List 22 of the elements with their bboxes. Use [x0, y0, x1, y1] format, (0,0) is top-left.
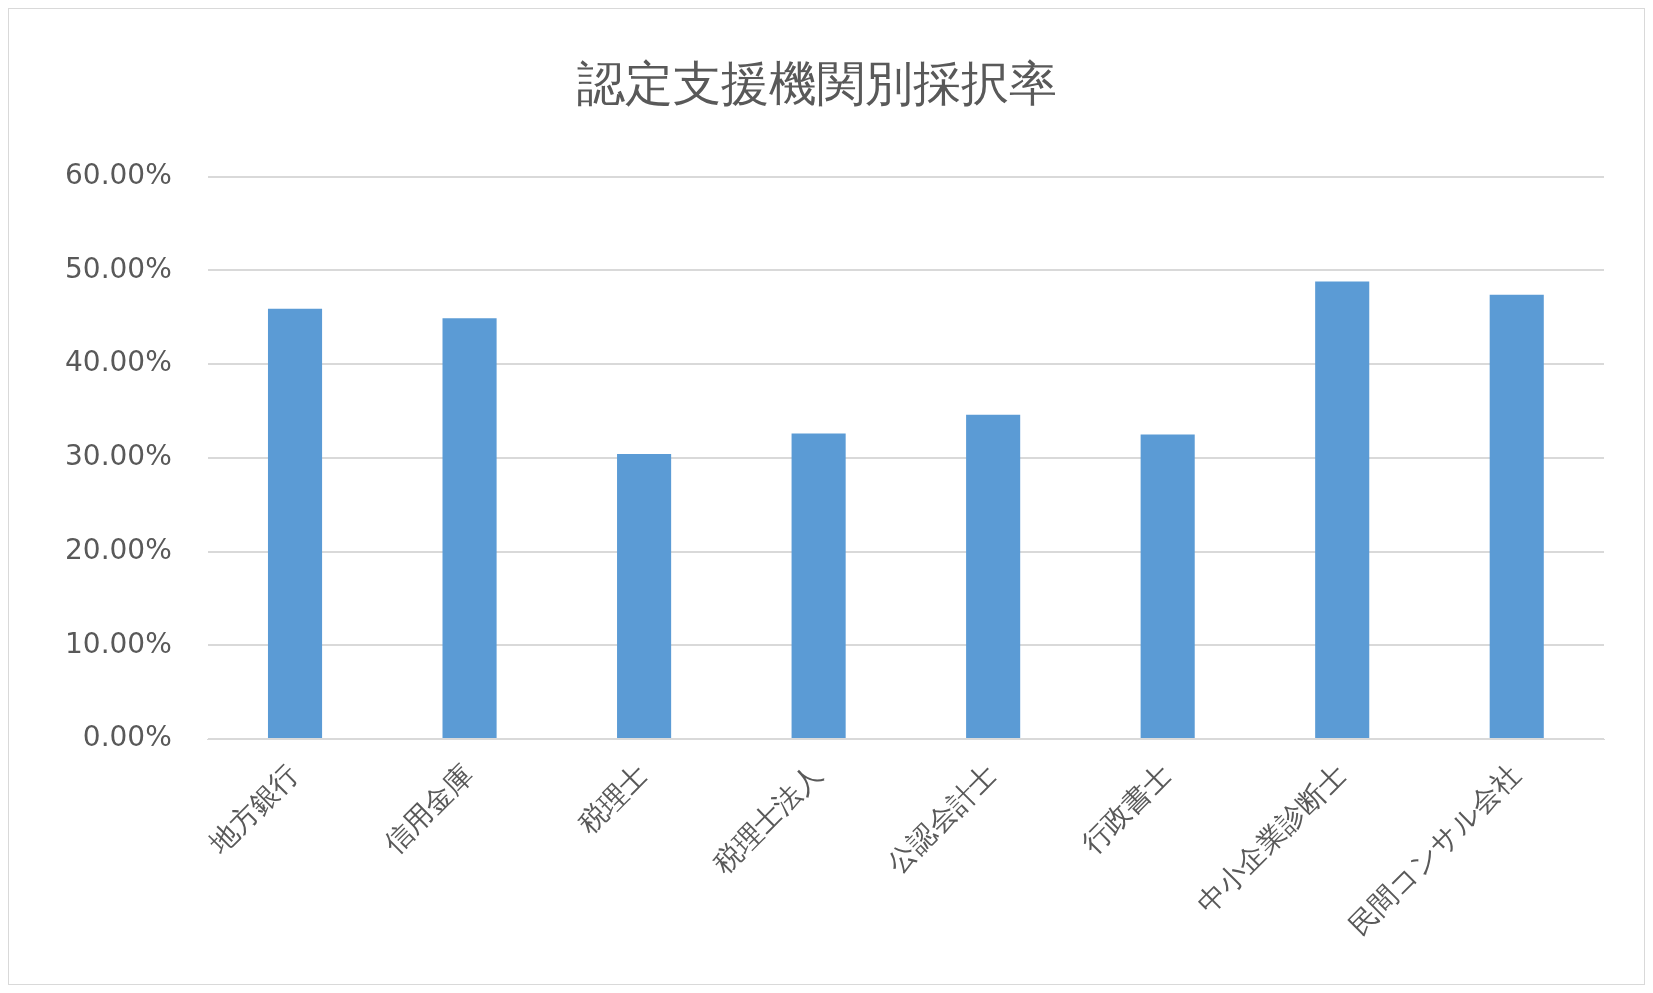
x-tick-label: 税理士法人: [706, 757, 829, 880]
x-tick-label: 公認会計士: [880, 757, 1004, 880]
x-tick-label: 信用金庫: [377, 757, 480, 861]
y-tick-label: 0.00%: [82, 720, 172, 754]
bar: [617, 454, 672, 739]
y-tick-label: 50.00%: [65, 251, 172, 285]
y-tick-label: 10.00%: [65, 626, 172, 660]
chart-title: 認定支援機関別採択率: [576, 55, 1057, 112]
bar: [267, 308, 323, 739]
bar: [442, 318, 497, 739]
bar: [1140, 434, 1195, 739]
y-tick-label: 20.00%: [65, 532, 172, 566]
y-tick-label: 40.00%: [65, 345, 172, 379]
x-tick-label: 地方銀行: [201, 757, 306, 861]
y-tick-label: 60.00%: [65, 157, 172, 191]
x-tick-label: 税理士: [571, 757, 655, 841]
x-tick-label: 行政書士: [1075, 757, 1178, 861]
bar: [1489, 294, 1544, 739]
bar: [966, 414, 1021, 739]
y-tick-label: 30.00%: [65, 439, 172, 473]
bar: [1315, 281, 1370, 739]
bar: [791, 433, 846, 739]
